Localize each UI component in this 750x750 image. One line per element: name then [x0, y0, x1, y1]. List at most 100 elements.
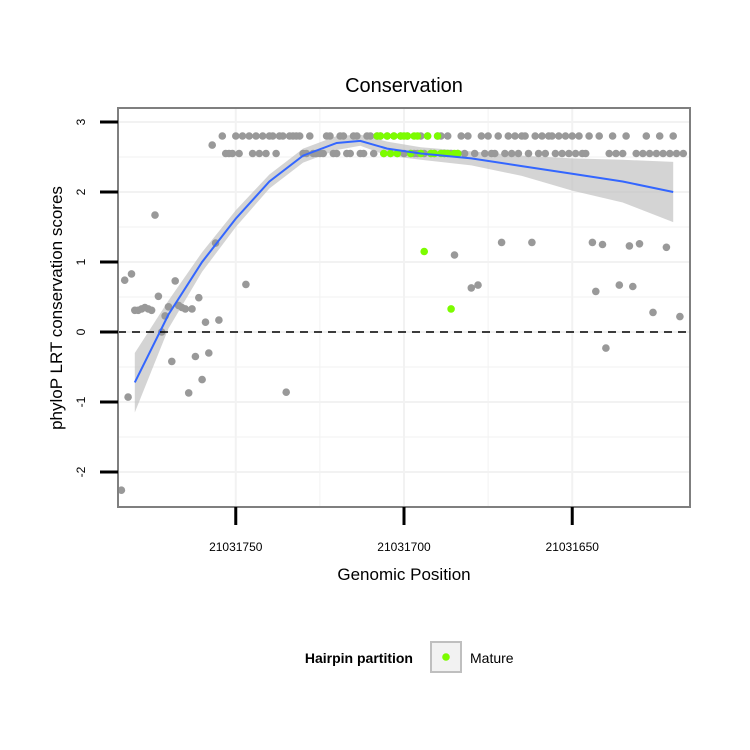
x-tick-label: 21031750	[209, 540, 263, 554]
data-point	[481, 149, 489, 158]
data-point	[612, 149, 620, 158]
x-axis-title: Genomic Position	[337, 565, 470, 584]
data-point	[491, 149, 499, 158]
data-point	[120, 276, 129, 285]
data-point	[359, 149, 368, 158]
data-point-mature	[430, 149, 439, 158]
data-point	[124, 393, 132, 401]
data-point	[538, 132, 546, 140]
data-point	[474, 281, 482, 289]
data-point	[666, 149, 674, 158]
data-point	[262, 149, 270, 158]
data-point	[679, 149, 688, 158]
data-point	[205, 349, 213, 357]
data-point	[464, 132, 472, 140]
data-point-mature	[383, 132, 392, 140]
data-point	[369, 149, 378, 158]
y-tick-label: 0	[74, 328, 88, 335]
data-point	[605, 149, 613, 158]
data-point	[598, 240, 607, 249]
data-point	[477, 132, 486, 140]
legend-label-mature: Mature	[470, 650, 514, 666]
data-point-mature	[413, 132, 422, 140]
data-point	[191, 352, 200, 361]
data-point-mature	[393, 149, 402, 158]
data-point	[649, 308, 657, 317]
data-point	[622, 132, 630, 140]
data-point	[565, 149, 573, 158]
data-point	[460, 149, 469, 158]
y-tick-label: -2	[74, 466, 88, 477]
data-point	[252, 132, 260, 140]
smooth-confidence-band	[134, 134, 674, 413]
data-point	[608, 132, 617, 140]
data-point	[208, 141, 216, 149]
data-point	[228, 149, 237, 158]
data-point	[662, 243, 671, 252]
data-point	[659, 149, 667, 158]
data-point	[171, 277, 179, 285]
data-point	[181, 305, 190, 313]
data-point	[164, 303, 173, 311]
data-point	[184, 389, 193, 397]
data-point	[235, 149, 243, 158]
data-point	[571, 149, 580, 158]
data-point	[127, 270, 136, 278]
data-point	[467, 284, 476, 292]
data-point	[507, 149, 516, 158]
data-point	[548, 132, 556, 140]
data-point	[295, 132, 304, 140]
data-point	[238, 132, 247, 140]
data-point	[625, 242, 634, 250]
data-point	[269, 132, 277, 140]
data-point	[147, 306, 156, 315]
data-point	[319, 149, 328, 158]
data-point	[531, 132, 539, 140]
data-point	[645, 149, 654, 158]
data-point-mature	[423, 132, 432, 140]
chart-title: Conservation	[345, 75, 463, 97]
data-point	[629, 282, 637, 291]
data-point	[282, 388, 291, 397]
data-point	[353, 132, 361, 140]
data-point	[635, 240, 644, 248]
data-point	[198, 375, 206, 384]
data-point	[676, 312, 684, 321]
y-tick-label: -1	[74, 396, 88, 407]
data-point	[534, 149, 543, 158]
data-point	[528, 238, 536, 247]
data-point	[457, 132, 466, 140]
data-point	[188, 305, 196, 313]
data-point	[497, 238, 506, 247]
data-point	[514, 149, 523, 158]
data-point-mature	[447, 305, 455, 313]
data-point	[561, 132, 570, 140]
data-point	[504, 132, 513, 140]
data-point	[346, 149, 355, 158]
legend-title: Hairpin partition	[305, 650, 413, 666]
data-point	[154, 292, 163, 301]
data-point	[524, 149, 533, 158]
data-point-mature	[454, 149, 462, 158]
y-axis-title: phyloP LRT conservation scores	[47, 186, 66, 430]
data-point	[255, 149, 264, 158]
data-point	[450, 251, 459, 259]
data-point	[232, 132, 240, 140]
plot-area: -2 -1 0 1 2 3 21031750 21031700 21031650	[74, 107, 691, 554]
data-point	[575, 132, 583, 140]
data-point	[248, 149, 257, 158]
data-point-mature	[386, 149, 395, 158]
data-point	[218, 132, 227, 140]
data-point	[655, 132, 664, 140]
data-point	[632, 149, 640, 158]
data-point	[602, 344, 610, 352]
data-point-mature	[390, 132, 398, 140]
data-point	[558, 149, 566, 158]
data-point	[494, 132, 503, 140]
x-tick-label: 21031650	[546, 540, 600, 554]
data-point	[511, 132, 519, 140]
y-tick-label: 3	[74, 118, 88, 125]
data-point-mature	[376, 132, 385, 140]
data-point	[615, 281, 624, 289]
